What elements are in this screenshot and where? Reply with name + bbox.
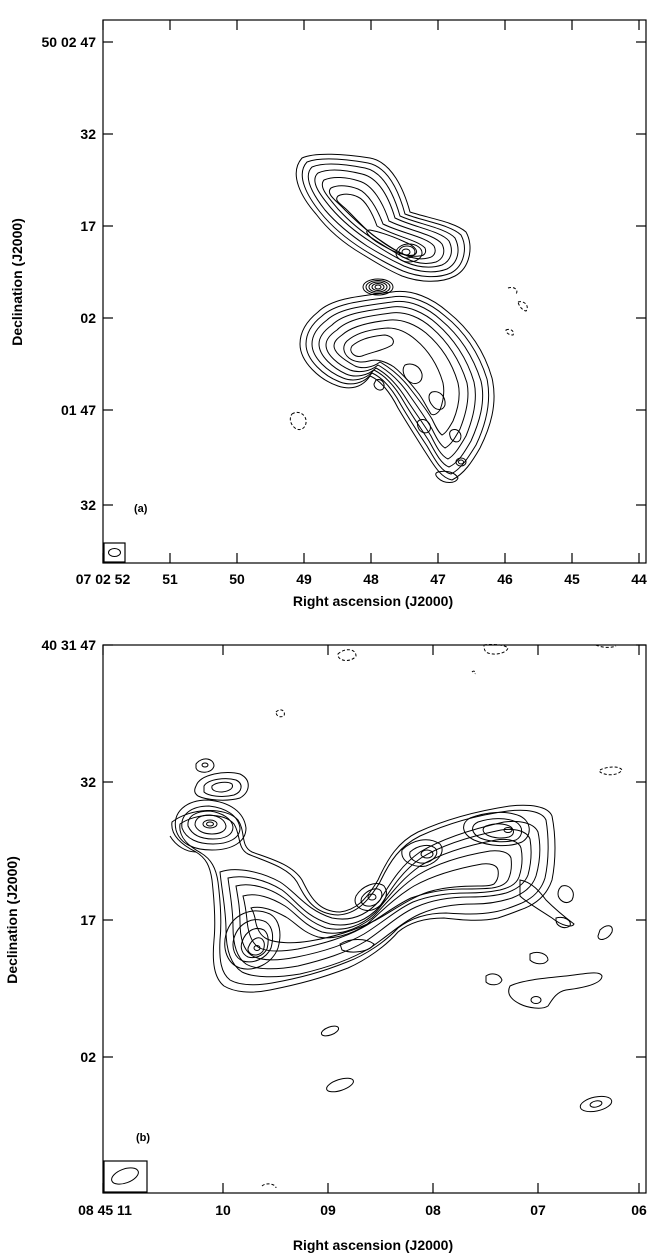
panel-b-frame [102,644,647,1194]
panel-a-xtick-3: 49 [296,571,312,587]
panel-b-beam [103,1160,148,1193]
panel-b-ytick-0: 40 31 47 [42,637,97,653]
panel-a-north-lobe [295,153,471,282]
panel-b-right-extension [485,879,613,1009]
panel-b-main-structure [171,804,556,993]
panel-a-negative-contours [289,287,528,431]
panel-a-ytick-1: 32 [80,126,96,142]
panel-b-negative-contours [261,643,623,1189]
panel-a-frame [102,19,647,564]
panel-a-xtick-6: 46 [497,571,513,587]
panel-b-isolated-blobs [320,1025,613,1113]
panel-b-y-ticks [103,644,646,1058]
panel-b: 40 31 47 32 17 02 08 45 11 10 09 08 07 0… [4,637,647,1253]
panel-b-xtick-4: 07 [530,1202,546,1218]
panel-b-ytick-2: 17 [80,912,96,928]
panel-b-xtick-5: 06 [631,1202,647,1218]
panel-a-ytick-3: 02 [80,310,96,326]
panel-a-label: (a) [134,503,148,515]
panel-a-xtick-1: 51 [162,571,178,587]
panel-a: 50 02 47 32 17 02 01 47 32 07 02 52 51 5… [9,19,647,609]
panel-a-ytick-0: 50 02 47 [42,34,97,50]
panel-b-xtick-0: 08 45 11 [78,1202,132,1218]
panel-b-xtick-2: 09 [320,1202,336,1218]
panel-b-xtick-1: 10 [215,1202,231,1218]
panel-a-south-lobe [299,290,495,483]
panel-a-ylabel: Declination (J2000) [9,218,25,346]
panel-a-beam [103,542,126,563]
panel-b-label: (b) [136,1132,150,1144]
panel-a-source-contours [289,153,528,483]
panel-b-x-ticks [102,645,640,1193]
panel-a-ytick-4: 01 47 [61,402,96,418]
panel-a-x-ticks [102,20,640,563]
panel-a-xtick-4: 48 [363,571,379,587]
panel-b-xlabel: Right ascension (J2000) [293,1237,453,1253]
panel-a-ytick-2: 17 [80,218,96,234]
panel-a-y-ticks [103,41,646,506]
panel-b-ylabel: Declination (J2000) [4,856,20,984]
panel-a-xtick-7: 45 [564,571,580,587]
panel-a-xtick-8: 44 [631,571,647,587]
panel-b-ytick-1: 32 [80,774,96,790]
panel-a-xtick-2: 50 [229,571,245,587]
panel-b-xtick-3: 08 [425,1202,441,1218]
panel-a-xlabel: Right ascension (J2000) [293,593,453,609]
panel-a-xtick-0: 07 02 52 [76,571,131,587]
panel-a-ytick-5: 32 [80,497,96,513]
panel-a-xtick-5: 47 [430,571,446,587]
panel-b-upper-left-knot [169,758,249,853]
panel-b-ytick-3: 02 [80,1049,96,1065]
panel-b-source-contours [169,643,623,1189]
